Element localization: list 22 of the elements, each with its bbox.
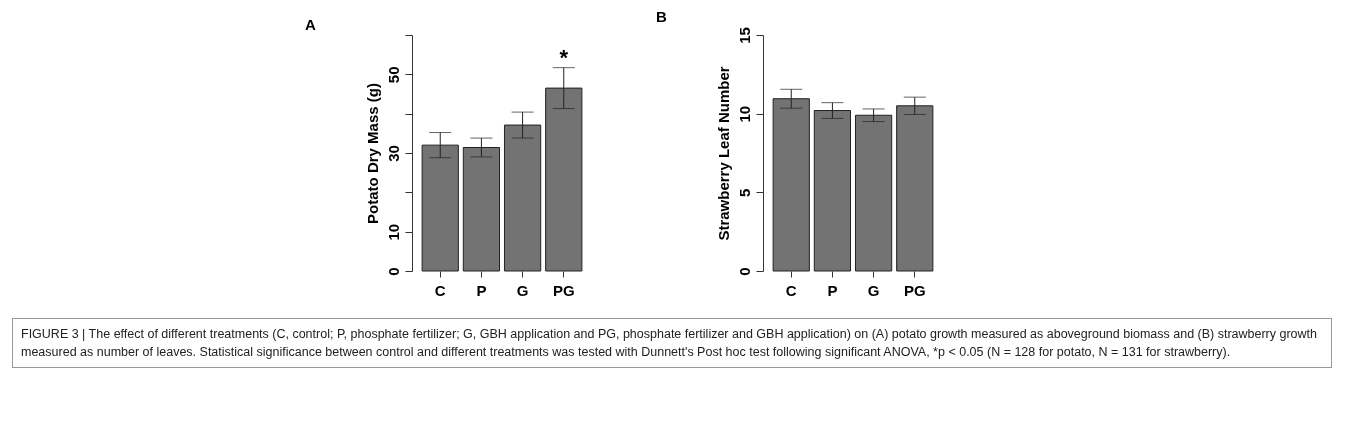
y-tick-label: 10 [384,223,402,241]
y-tick-label: 15 [735,27,753,44]
y-tick-label: 10 [735,105,753,123]
x-tick-label: PG [903,281,926,299]
x-tick-label: C [434,281,446,299]
x-tick-label: PG [552,281,575,299]
caption: FIGURE 3 | The effect of different treatments (C, control; P, phosphate fertilizer; G, GBH application and PG, phosphate fertilizer and GBH application) on (A) potato growth measured as aboveground biomass and (B) strawberry growth measured as number of leaves. Statistical significance between control and different treatments was tested with Dunnett's Post hoc test following significant ANOVA, *p < 0.05 (N = 128 for potato, N = 131 for strawberry). [12,318,1332,369]
x-tick-label: P [827,281,838,299]
x-tick-label: C [785,281,797,299]
y-tick-label: 0 [735,267,753,276]
chart-title: B [656,7,667,25]
y-tick-label: 5 [735,188,753,198]
y-axis-title: Potato Dry Mass (g) [363,83,381,224]
y-tick-label: 50 [384,66,402,84]
chart-title: A [305,15,316,33]
x-tick-label: G [516,281,529,299]
x-tick-label: G [867,281,880,299]
y-tick-label: 0 [384,267,402,276]
y-axis-title: Strawberry Leaf Number [714,66,732,241]
y-tick-label: 30 [384,145,402,162]
annotation: * [559,45,569,71]
x-tick-label: P [476,281,487,299]
